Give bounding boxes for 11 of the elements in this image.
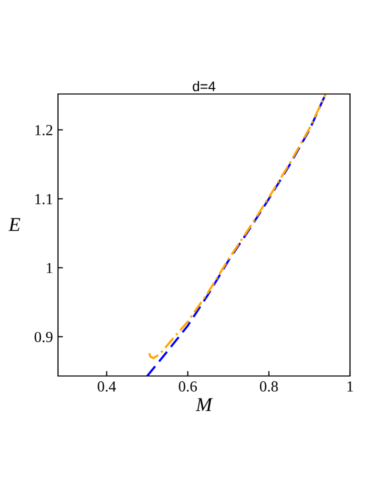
x-tick-label: 0.6 [178,381,197,392]
x-axis-title: M [196,398,213,411]
y-tick-label: 1.2 [35,125,52,136]
chart-title: d=4 [192,81,216,92]
y-tick-label: 1 [46,262,52,274]
x-tick-label: 0.8 [260,381,278,392]
x-tick-label: 0.4 [98,381,116,392]
x-tick-label: 1 [348,381,353,392]
y-tick-label: 1.1 [35,194,52,204]
y-axis-title: E [8,218,20,231]
y-tick-label: 0.9 [34,332,53,342]
